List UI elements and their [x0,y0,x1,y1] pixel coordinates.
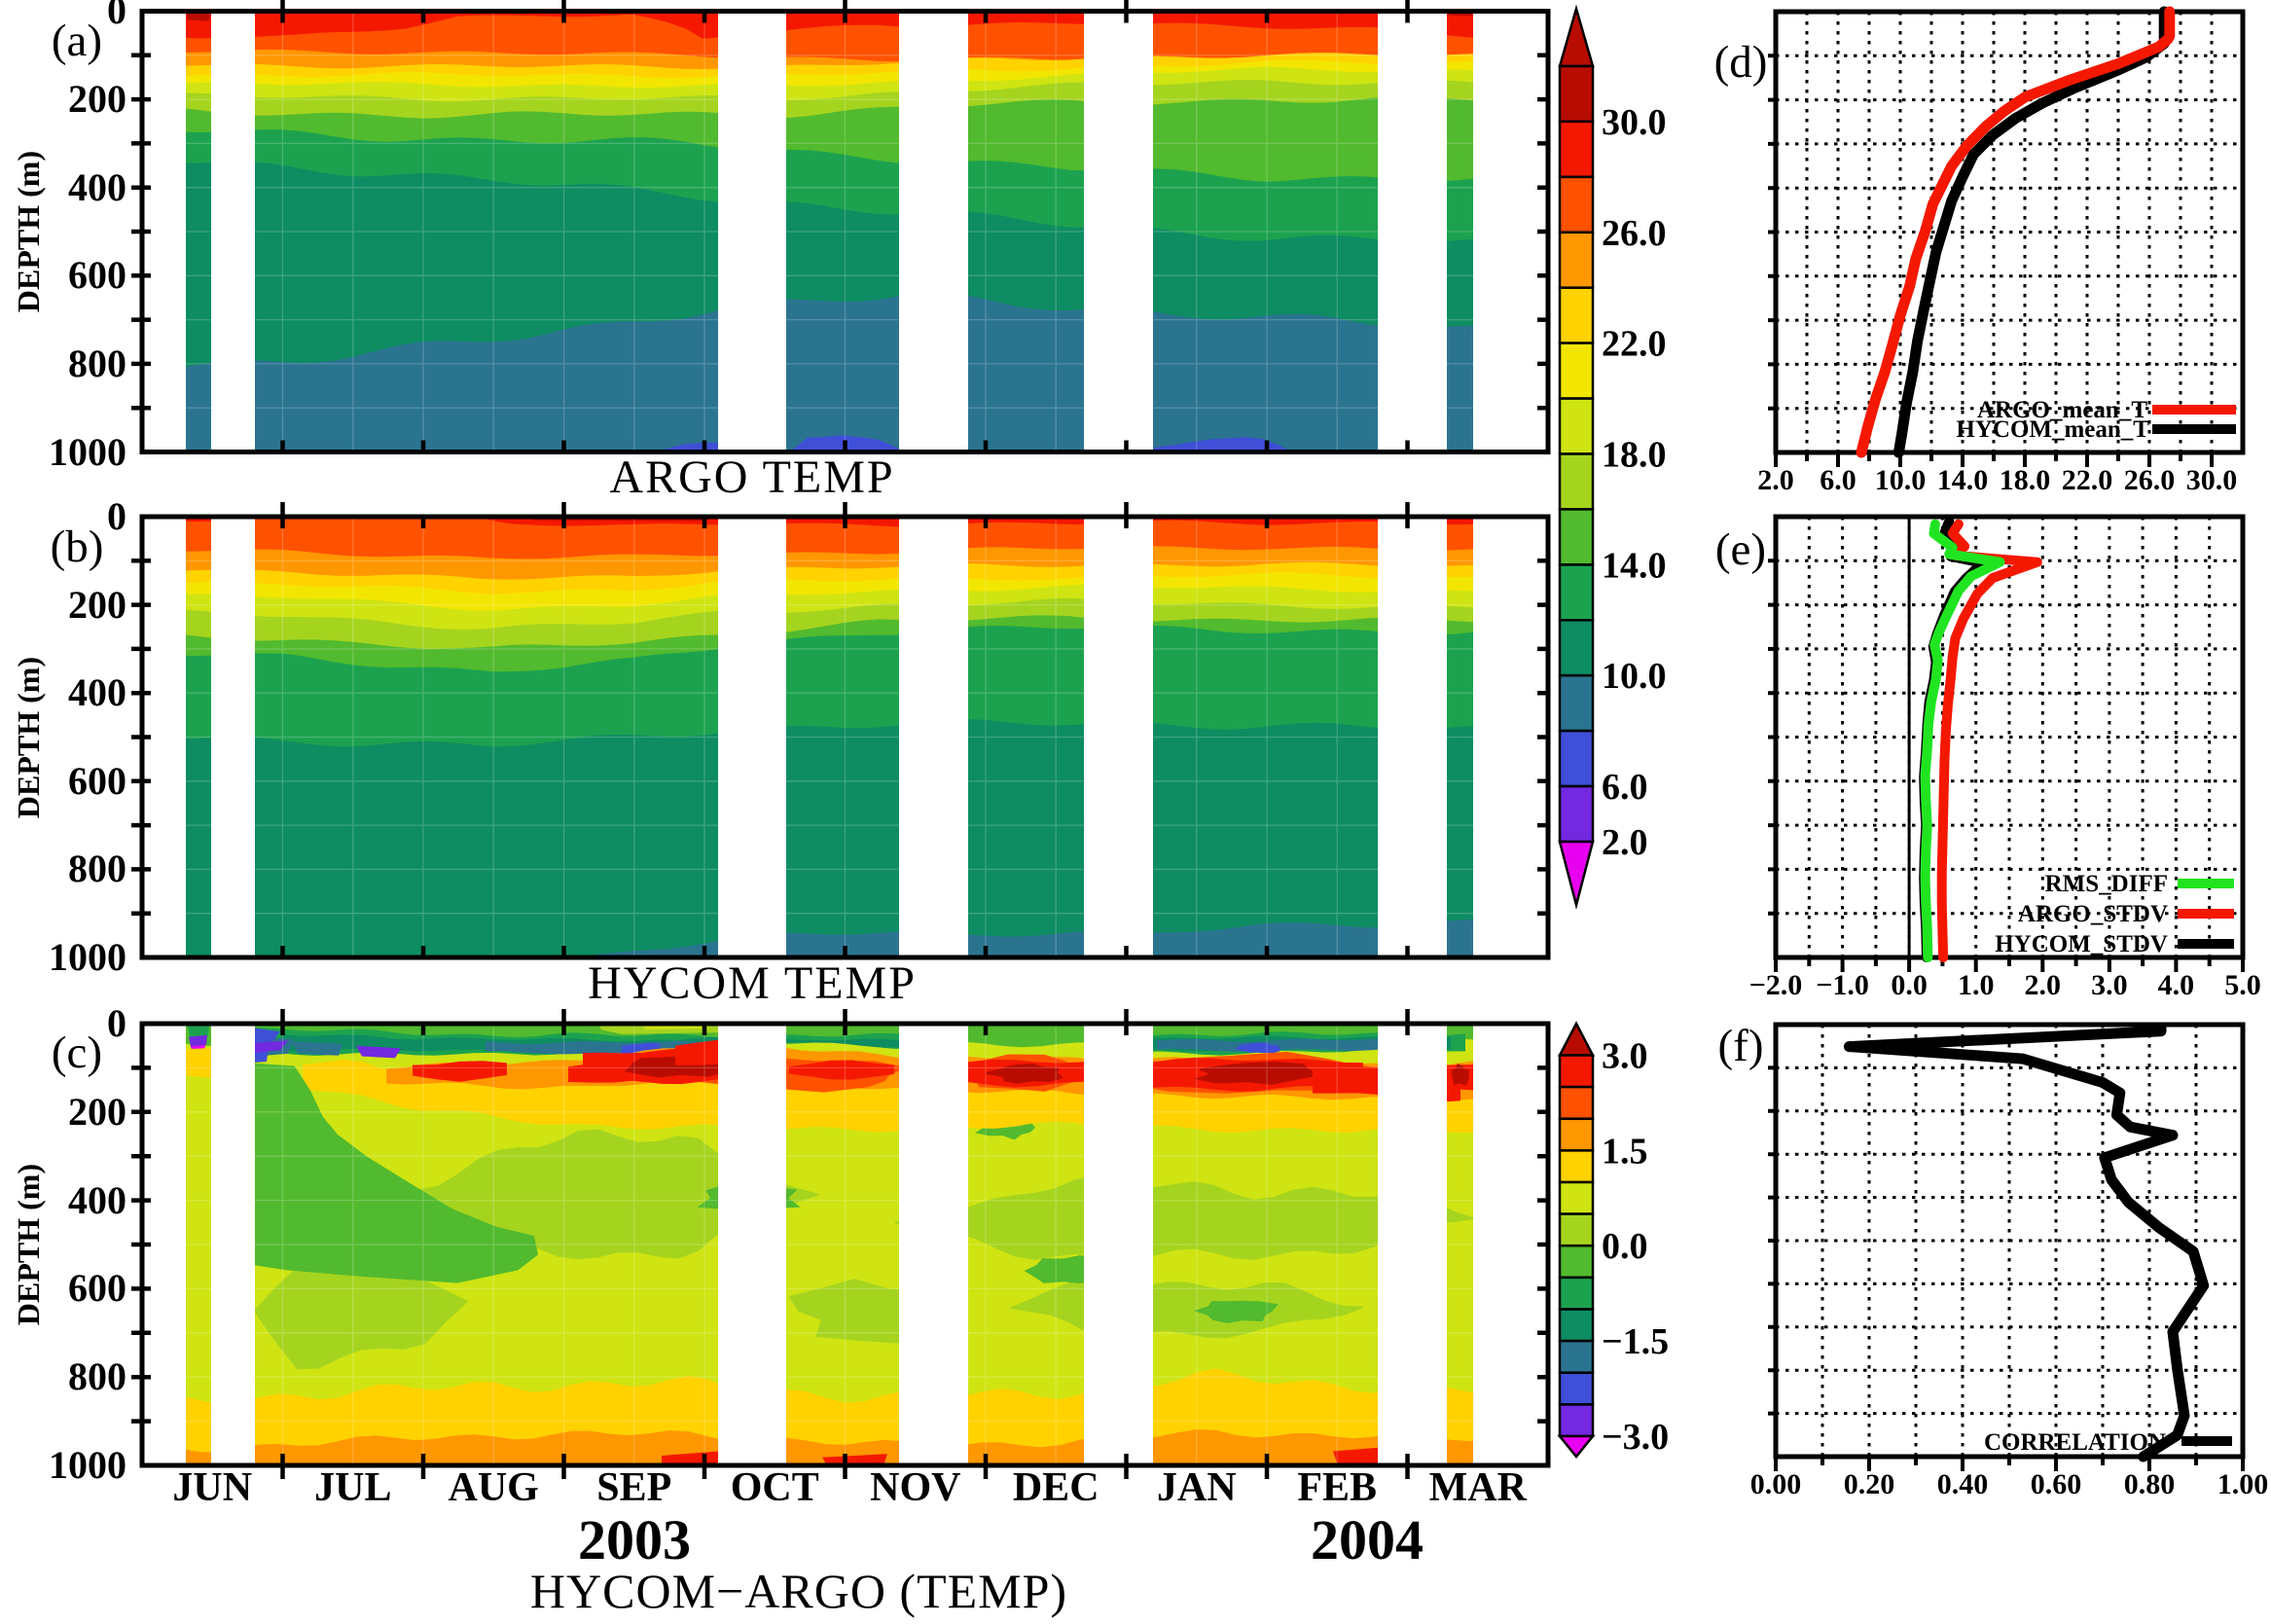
svg-text:HYCOM_mean_T: HYCOM_mean_T [1956,416,2149,443]
svg-text:2.0: 2.0 [1757,464,1794,496]
svg-text:2.0: 2.0 [1602,822,1648,863]
svg-text:600: 600 [68,253,126,297]
svg-text:30.0: 30.0 [1602,102,1667,143]
svg-text:400: 400 [68,1178,126,1222]
svg-text:1000: 1000 [49,430,126,474]
svg-text:ARGO_STDV: ARGO_STDV [2018,901,2168,927]
svg-text:ARGO TEMP: ARGO TEMP [609,451,894,503]
svg-text:18.0: 18.0 [1602,435,1667,476]
svg-text:5.0: 5.0 [2224,969,2261,1001]
svg-text:0.40: 0.40 [1937,1468,1989,1500]
svg-text:2004: 2004 [1311,1508,1424,1571]
svg-text:FEB: FEB [1297,1465,1377,1510]
svg-text:26.0: 26.0 [1602,213,1667,254]
svg-text:200: 200 [68,583,126,627]
svg-text:JUN: JUN [172,1465,252,1510]
svg-text:22.0: 22.0 [2062,464,2113,496]
svg-text:−3.0: −3.0 [1602,1417,1669,1458]
svg-text:HYCOM_STDV: HYCOM_STDV [1995,931,2168,957]
svg-text:(f): (f) [1718,1021,1764,1071]
svg-text:(d): (d) [1714,37,1768,88]
svg-text:4.0: 4.0 [2158,969,2195,1001]
svg-text:22.0: 22.0 [1602,324,1667,365]
svg-text:0.20: 0.20 [1844,1468,1895,1500]
svg-text:30.0: 30.0 [2186,464,2238,496]
svg-text:JAN: JAN [1157,1465,1237,1510]
svg-text:−1.5: −1.5 [1602,1321,1669,1362]
svg-text:−2.0: −2.0 [1749,969,1803,1001]
svg-text:10.0: 10.0 [1875,464,1927,496]
svg-text:200: 200 [68,77,126,121]
svg-text:400: 400 [68,165,126,209]
svg-text:0.60: 0.60 [2031,1468,2082,1500]
svg-text:0.00: 0.00 [1750,1468,1802,1500]
svg-text:1000: 1000 [49,935,126,979]
svg-text:(a): (a) [52,16,102,66]
svg-text:800: 800 [68,1354,126,1398]
svg-text:200: 200 [68,1090,126,1134]
svg-text:JUL: JUL [314,1465,391,1510]
svg-text:0: 0 [107,494,126,538]
svg-text:DEPTH (m): DEPTH (m) [11,657,46,818]
svg-text:1.0: 1.0 [1958,969,1995,1001]
svg-text:−1.0: −1.0 [1816,969,1869,1001]
svg-text:3.0: 3.0 [1602,1036,1648,1077]
svg-text:0.0: 0.0 [1602,1226,1648,1267]
svg-text:1.00: 1.00 [2217,1468,2269,1500]
svg-text:(c): (c) [52,1028,102,1078]
svg-text:14.0: 14.0 [1937,464,1989,496]
svg-text:HYCOM−ARGO (TEMP): HYCOM−ARGO (TEMP) [530,1564,1067,1618]
svg-text:OCT: OCT [731,1465,819,1510]
svg-text:AUG: AUG [449,1465,539,1510]
svg-text:3.0: 3.0 [2091,969,2128,1001]
svg-text:6.0: 6.0 [1602,767,1648,808]
svg-text:10.0: 10.0 [1602,656,1667,697]
svg-text:MAR: MAR [1429,1465,1528,1510]
svg-text:14.0: 14.0 [1602,545,1667,586]
svg-text:0.0: 0.0 [1891,969,1928,1001]
svg-text:(b): (b) [51,522,104,572]
svg-text:0.80: 0.80 [2124,1468,2176,1500]
svg-text:NOV: NOV [870,1465,960,1510]
svg-text:DEPTH (m): DEPTH (m) [11,151,46,312]
svg-text:6.0: 6.0 [1820,464,1856,496]
svg-text:600: 600 [68,1266,126,1310]
svg-text:RMS_DIFF: RMS_DIFF [2045,871,2168,897]
svg-text:CORRELATION: CORRELATION [1984,1429,2166,1456]
svg-text:26.0: 26.0 [2124,464,2176,496]
svg-text:DEC: DEC [1013,1465,1099,1510]
svg-text:(e): (e) [1715,524,1766,575]
svg-text:0: 0 [107,1001,126,1045]
svg-text:SEP: SEP [596,1465,671,1510]
svg-text:600: 600 [68,759,126,803]
svg-text:2003: 2003 [578,1508,691,1571]
svg-text:DEPTH (m): DEPTH (m) [11,1164,46,1325]
svg-text:800: 800 [68,342,126,385]
svg-text:HYCOM TEMP: HYCOM TEMP [588,957,917,1009]
svg-text:1000: 1000 [49,1443,126,1487]
svg-text:1.5: 1.5 [1602,1131,1648,1172]
svg-text:400: 400 [68,670,126,714]
svg-text:800: 800 [68,847,126,890]
svg-text:0: 0 [107,0,126,32]
svg-text:2.0: 2.0 [2025,969,2062,1001]
svg-text:18.0: 18.0 [2000,464,2051,496]
svg-text:ARGO_mean_T: ARGO_mean_T [1977,397,2147,423]
